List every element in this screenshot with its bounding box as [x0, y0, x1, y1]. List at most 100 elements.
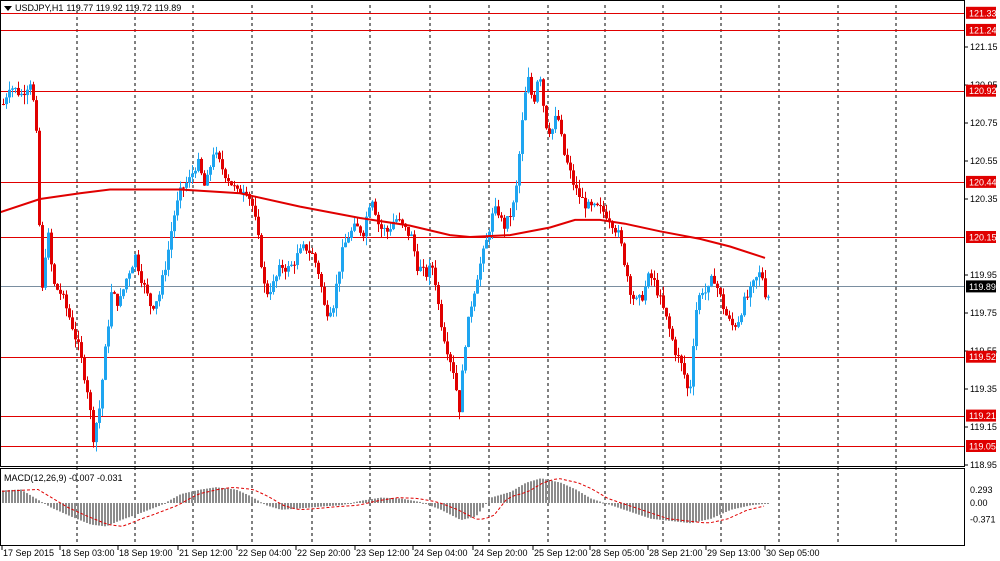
candle [731, 318, 734, 326]
macd-bar [74, 503, 76, 519]
candle [752, 280, 755, 287]
candle [713, 275, 716, 284]
candle [239, 188, 242, 194]
macd-bar [548, 480, 550, 503]
macd-bar [131, 503, 133, 517]
macd-bar [86, 503, 88, 523]
macd-bar [128, 503, 130, 518]
macd-bar [731, 503, 733, 510]
level-label-box [966, 409, 996, 422]
macd-bar [350, 503, 352, 504]
macd-bar [314, 503, 316, 508]
macd-bar [644, 503, 646, 517]
candle [80, 342, 83, 358]
macd-bar [530, 481, 532, 503]
candle [149, 293, 152, 307]
macd-bar [545, 479, 547, 503]
candle [137, 254, 140, 272]
macd-bar [203, 489, 205, 503]
candle [497, 206, 500, 216]
candle [191, 173, 194, 178]
macd-bar [185, 492, 187, 503]
macd-bar [89, 503, 91, 525]
candle [266, 283, 269, 295]
candle [725, 309, 728, 316]
chart-frames [0, 0, 965, 546]
macd-bar [20, 489, 22, 503]
candle [308, 250, 311, 253]
macd-bar [485, 503, 487, 504]
candle [140, 271, 143, 283]
macd-bar [512, 490, 514, 503]
macd-bar [206, 488, 208, 503]
candle [518, 153, 521, 186]
time-tick-label: 21 Sep 12:00 [179, 548, 233, 558]
candle [425, 267, 428, 277]
macd-bar [647, 503, 649, 518]
macd-bar [101, 503, 103, 526]
candle [452, 362, 455, 373]
candle [578, 188, 581, 198]
macd-bar [326, 503, 328, 507]
macd-bar [488, 500, 490, 503]
candle [623, 243, 626, 266]
candle [224, 169, 227, 179]
macd-bar [617, 503, 619, 508]
macd-bar [353, 502, 355, 504]
candle [530, 76, 533, 95]
macd-bar [344, 503, 346, 505]
candle [626, 265, 629, 277]
macd-bar [506, 492, 508, 503]
candle [395, 219, 398, 222]
macd-bar [224, 488, 226, 503]
time-tick-label: 24 Sep 04:00 [414, 548, 468, 558]
macd-bar [464, 503, 466, 520]
candle [746, 296, 749, 298]
candle [692, 346, 695, 387]
time-tick-label: 24 Sep 20:00 [474, 548, 528, 558]
candle [353, 223, 356, 231]
macd-bar [383, 497, 385, 503]
candle [56, 283, 59, 290]
candle [59, 289, 62, 294]
macd-bar [668, 503, 670, 521]
macd-bar [149, 503, 151, 510]
macd-bar [710, 503, 712, 519]
macd-bar [431, 503, 433, 507]
macd-bar [551, 480, 553, 503]
candle [455, 372, 458, 391]
macd-bar [347, 503, 349, 504]
macd-bar [218, 487, 220, 503]
candle [8, 89, 11, 98]
candle [158, 294, 161, 302]
macd-frame [0, 468, 965, 546]
candle [533, 94, 536, 102]
candle [470, 306, 473, 317]
candle [719, 288, 722, 295]
candle [545, 105, 548, 129]
macd-bar [236, 489, 238, 503]
candle [2, 104, 5, 105]
macd-bar [740, 503, 742, 508]
candle [644, 286, 647, 301]
candle [290, 264, 293, 267]
candle [170, 231, 173, 250]
dropdown-triangle-icon[interactable] [4, 5, 12, 11]
macd-bar [302, 503, 304, 509]
macd-bar [605, 503, 607, 504]
macd-bar [371, 499, 373, 503]
price-tick-label: 120.35 [970, 194, 998, 204]
candle [188, 177, 191, 183]
macd-bar [527, 482, 529, 503]
macd-bar [590, 498, 592, 503]
macd-bar [227, 488, 229, 503]
candle [122, 289, 125, 297]
level-label: 120.44 [969, 177, 997, 187]
macd-bar [260, 502, 262, 504]
candle [677, 355, 680, 357]
macd-bar [476, 503, 478, 516]
macd-bar [608, 503, 610, 505]
candle [164, 269, 167, 276]
macd-bar [722, 503, 724, 514]
